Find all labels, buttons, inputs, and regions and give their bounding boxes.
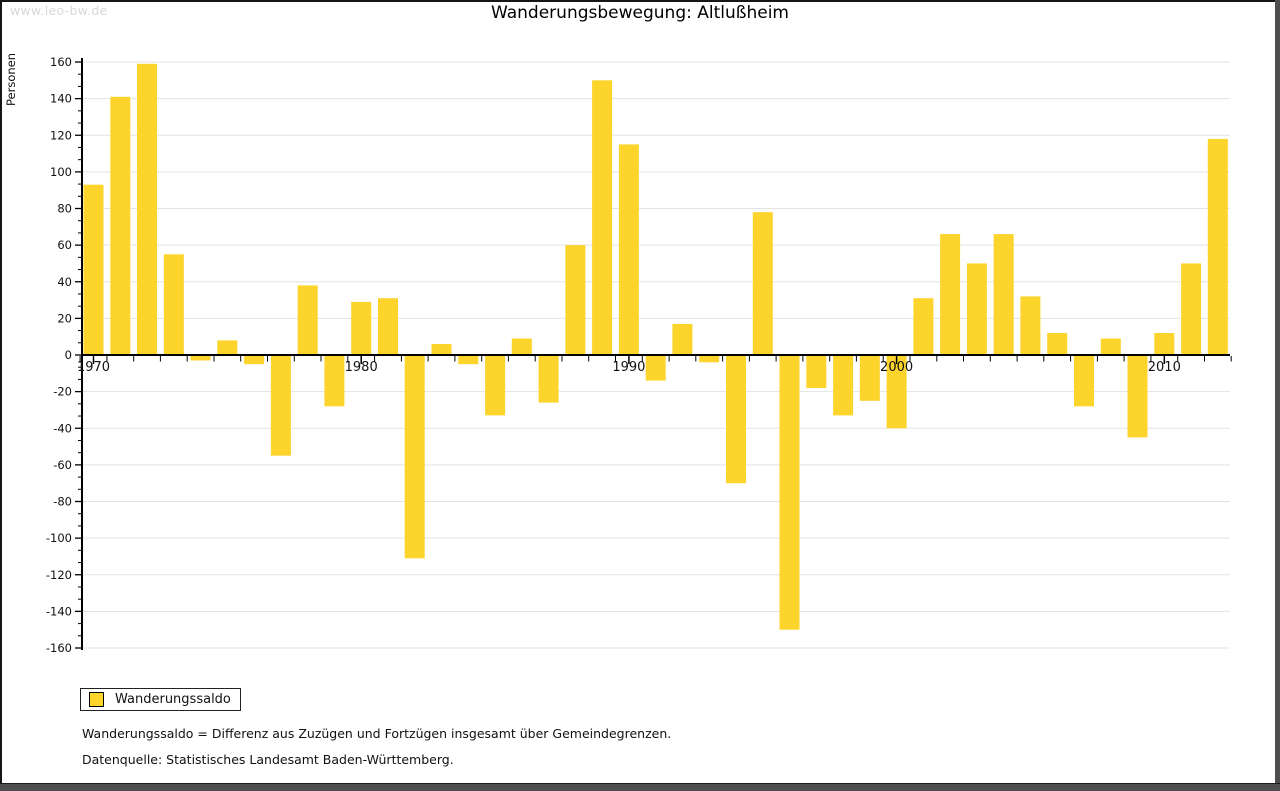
bar-1991 bbox=[645, 355, 666, 381]
bar-1981 bbox=[378, 298, 398, 355]
y-tick-label: 160 bbox=[50, 55, 72, 69]
y-tick-label: 120 bbox=[50, 128, 72, 142]
y-tick-label: 20 bbox=[57, 311, 72, 325]
axis-labels: -160 -140 -120 -100 -80 -60 -40 -20 0 20 40 60 80 100… bbox=[4, 53, 1181, 655]
y-tick-label: -120 bbox=[46, 568, 72, 582]
bar-1988 bbox=[565, 245, 586, 355]
bar-1971 bbox=[110, 96, 131, 356]
bar-1978 bbox=[297, 285, 318, 355]
bar-2004 bbox=[993, 234, 1014, 355]
bar-2003 bbox=[966, 263, 987, 355]
y-tick-label: 60 bbox=[57, 238, 72, 252]
bar-1999 bbox=[859, 355, 880, 401]
bar-1987 bbox=[538, 355, 559, 403]
bar-2001 bbox=[913, 298, 934, 355]
bar-2000 bbox=[886, 355, 907, 429]
page-title: Wanderungsbewegung: Altlußheim bbox=[491, 3, 789, 23]
bar-1986 bbox=[511, 338, 532, 355]
bar-2010 bbox=[1154, 333, 1175, 355]
bar-2005 bbox=[1020, 296, 1041, 355]
x-tick-label: 2000 bbox=[880, 360, 913, 375]
bar-1970 bbox=[83, 184, 104, 355]
y-tick-label: 140 bbox=[50, 92, 72, 106]
bar-1984 bbox=[458, 355, 479, 365]
bar-1997 bbox=[806, 355, 827, 388]
bar-1976 bbox=[244, 355, 265, 365]
bar-2008 bbox=[1100, 338, 1121, 355]
frame-border-top bbox=[0, 0, 1280, 2]
bar-1974 bbox=[190, 355, 211, 361]
legend: Wanderungssaldo bbox=[80, 688, 241, 711]
y-tick-label: -100 bbox=[46, 531, 72, 545]
x-tick-label: 1980 bbox=[345, 360, 378, 375]
y-tick-label: -80 bbox=[53, 495, 72, 509]
legend-swatch bbox=[89, 692, 104, 707]
x-tick-label: 1970 bbox=[77, 360, 110, 375]
bar-1985 bbox=[485, 355, 506, 416]
bar-1977 bbox=[270, 355, 291, 456]
bar-1982 bbox=[404, 355, 425, 559]
y-tick-label: -160 bbox=[46, 641, 72, 655]
bar-2002 bbox=[940, 234, 961, 355]
bar-2011 bbox=[1181, 263, 1202, 355]
frame-border-bottom bbox=[0, 783, 1280, 791]
y-tick-label: -140 bbox=[46, 604, 72, 618]
bar-1996 bbox=[779, 355, 800, 630]
gridlines bbox=[83, 61, 1230, 649]
frame-border-right bbox=[1275, 0, 1280, 791]
legend-label: Wanderungssaldo bbox=[115, 692, 231, 707]
y-tick-label: 0 bbox=[65, 348, 72, 362]
bar-1990 bbox=[618, 144, 639, 355]
bar-1973 bbox=[163, 254, 184, 355]
bar-1992 bbox=[672, 323, 693, 355]
bar-1983 bbox=[431, 344, 452, 355]
bar-2009 bbox=[1127, 355, 1148, 438]
frame-border-left bbox=[0, 0, 2, 791]
bar-1975 bbox=[217, 340, 238, 356]
footnote-source: Datenquelle: Statistisches Landesamt Bad… bbox=[82, 752, 454, 767]
y-tick-label: 100 bbox=[50, 165, 72, 179]
bar-2007 bbox=[1074, 355, 1094, 407]
y-tick-label: 40 bbox=[57, 275, 72, 289]
footnote-definition: Wanderungssaldo = Differenz aus Zuzügen … bbox=[82, 726, 672, 741]
bar-1972 bbox=[137, 63, 157, 356]
y-axis-title: Personen bbox=[4, 53, 18, 106]
bar-1980 bbox=[351, 301, 372, 355]
y-tick-label: -20 bbox=[53, 385, 72, 399]
y-tick-label: -60 bbox=[53, 458, 72, 472]
y-tick-label: 80 bbox=[57, 202, 72, 216]
bar-2012 bbox=[1207, 138, 1228, 355]
bar-1989 bbox=[592, 80, 613, 356]
bar-1994 bbox=[726, 355, 746, 484]
x-tick-label: 2010 bbox=[1148, 360, 1181, 375]
x-tick-label: 1990 bbox=[612, 360, 645, 375]
bar-2006 bbox=[1047, 333, 1068, 355]
watermark: www.leo-bw.de bbox=[10, 3, 108, 18]
bar-1998 bbox=[833, 355, 854, 416]
bars bbox=[83, 63, 1228, 630]
bar-1979 bbox=[324, 355, 345, 407]
bar-1995 bbox=[752, 212, 773, 355]
axes bbox=[75, 58, 1232, 650]
y-tick-label: -40 bbox=[53, 421, 72, 435]
bar-1993 bbox=[699, 355, 720, 363]
